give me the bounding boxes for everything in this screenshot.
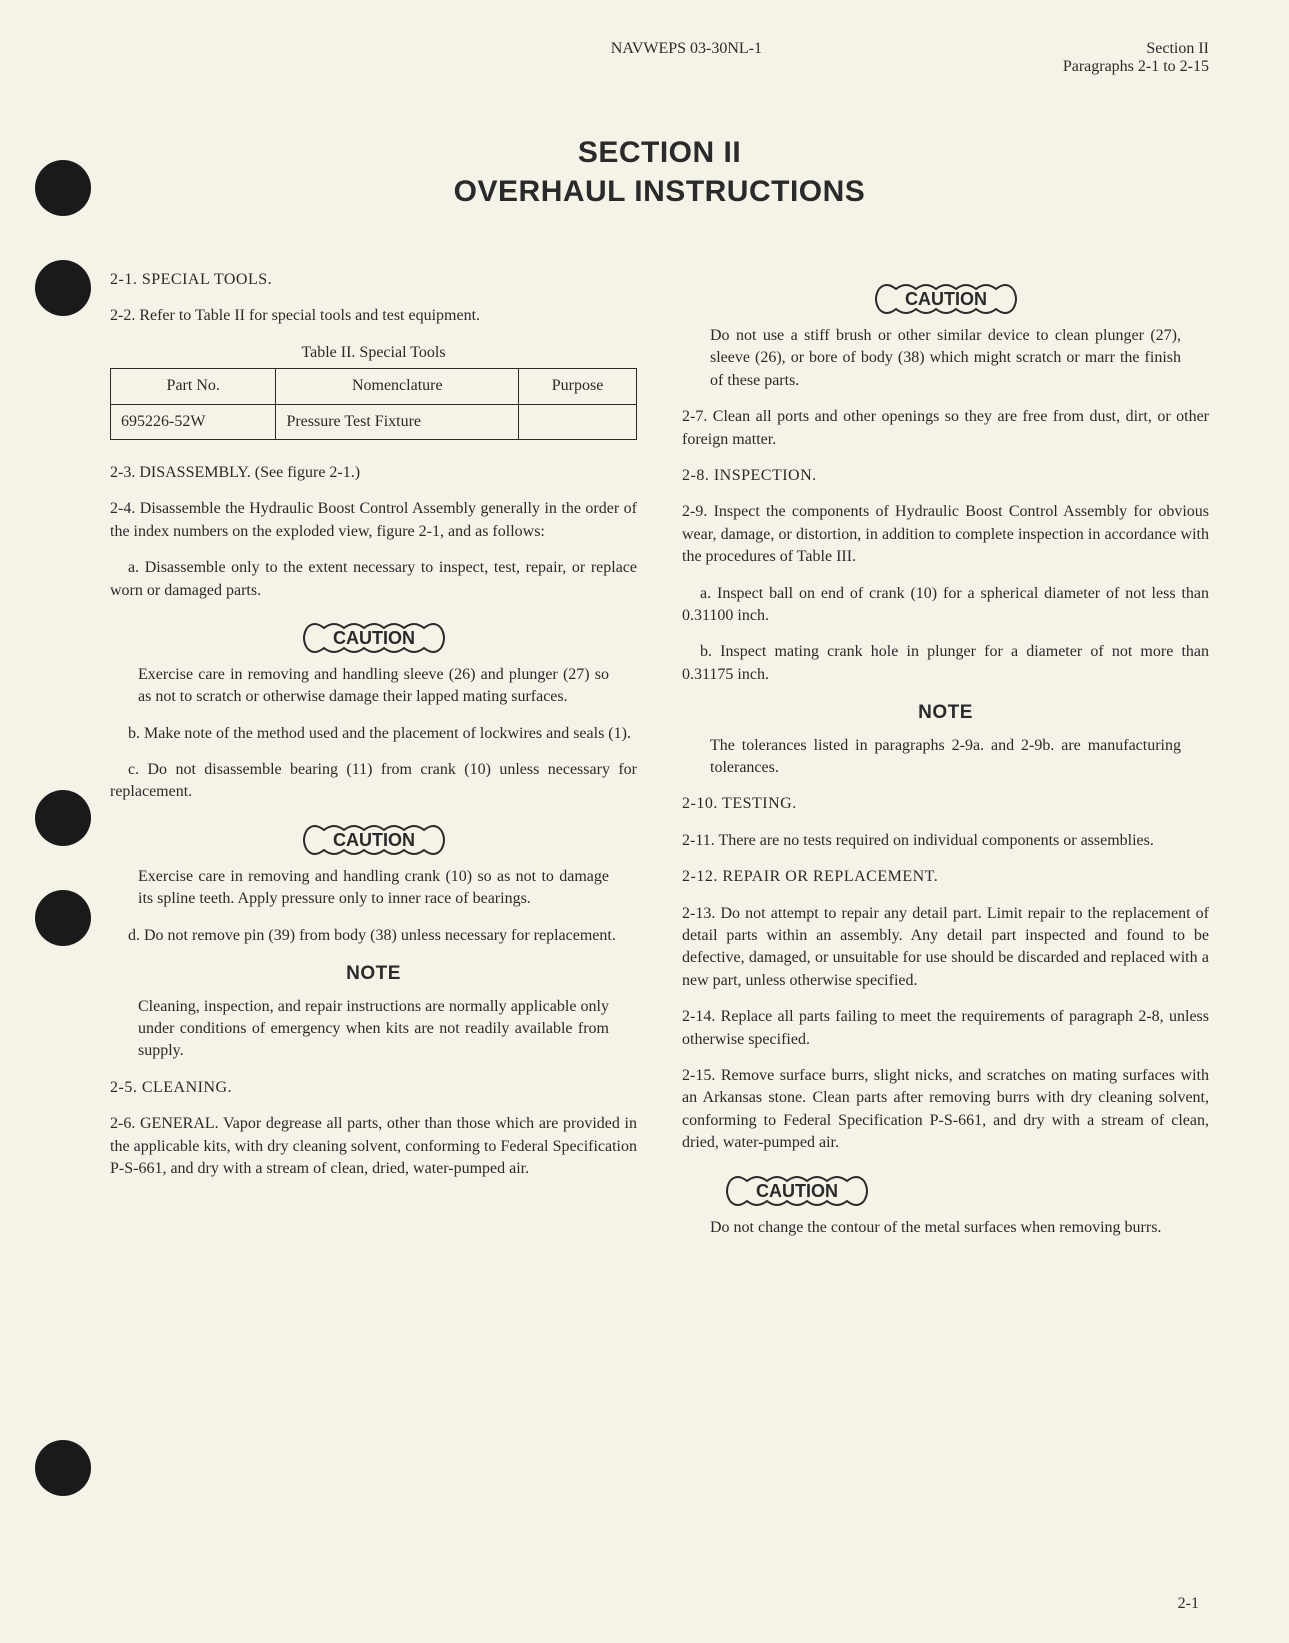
left-column: 2-1. SPECIAL TOOLS. 2-2. Refer to Table … [110, 269, 637, 1253]
heading-2-3: 2-3. DISASSEMBLY. (See figure 2-1.) [110, 462, 637, 484]
caution-icon: CAUTION [299, 616, 449, 660]
header-right: Section II Paragraphs 2-1 to 2-15 [1063, 40, 1209, 76]
page-header: NAVWEPS 03-30NL-1 Section II Paragraphs … [110, 40, 1209, 76]
content-columns: 2-1. SPECIAL TOOLS. 2-2. Refer to Table … [110, 269, 1209, 1253]
table-header: Part No. [111, 369, 276, 404]
para-2-9: 2-9. Inspect the components of Hydraulic… [682, 501, 1209, 568]
para-2-9a: a. Inspect ball on end of crank (10) for… [682, 583, 1209, 628]
svg-text:CAUTION: CAUTION [756, 1181, 838, 1201]
right-column: CAUTION Do not use a stiff brush or othe… [682, 269, 1209, 1253]
section-subtitle: OVERHAUL INSTRUCTIONS [110, 175, 1209, 209]
svg-text:CAUTION: CAUTION [905, 289, 987, 309]
special-tools-table: Part No. Nomenclature Purpose 695226-52W… [110, 368, 637, 440]
heading-2-10: 2-10. TESTING. [682, 793, 1209, 815]
header-section: Section II [1063, 40, 1209, 58]
header-paragraphs: Paragraphs 2-1 to 2-15 [1063, 58, 1209, 76]
heading-2-12: 2-12. REPAIR OR REPLACEMENT. [682, 866, 1209, 888]
table-header: Nomenclature [276, 369, 519, 404]
table-row: 695226-52W Pressure Test Fixture [111, 404, 637, 439]
binder-hole [35, 890, 91, 946]
para-2-7: 2-7. Clean all ports and other openings … [682, 406, 1209, 451]
binder-hole [35, 260, 91, 316]
binder-hole [35, 790, 91, 846]
page-number: 2-1 [1178, 1595, 1199, 1613]
caution-text-4: Do not change the contour of the metal s… [682, 1217, 1209, 1239]
para-2-2: 2-2. Refer to Table II for special tools… [110, 305, 637, 327]
caution-icon: CAUTION [722, 1169, 872, 1213]
para-2-4d: d. Do not remove pin (39) from body (38)… [110, 925, 637, 947]
table-caption: Table II. Special Tools [110, 342, 637, 364]
para-2-15: 2-15. Remove surface burrs, slight nicks… [682, 1065, 1209, 1155]
para-2-4: 2-4. Disassemble the Hydraulic Boost Con… [110, 498, 637, 543]
binder-hole [35, 1440, 91, 1496]
note-text-1: Cleaning, inspection, and repair instruc… [110, 996, 637, 1063]
heading-2-1: 2-1. SPECIAL TOOLS. [110, 269, 637, 291]
table-cell: 695226-52W [111, 404, 276, 439]
note-heading: NOTE [682, 700, 1209, 727]
header-center: NAVWEPS 03-30NL-1 [310, 40, 1063, 76]
para-2-4b: b. Make note of the method used and the … [110, 723, 637, 745]
note-heading: NOTE [110, 961, 637, 988]
table-header-row: Part No. Nomenclature Purpose [111, 369, 637, 404]
svg-text:CAUTION: CAUTION [333, 830, 415, 850]
para-2-4c: c. Do not disassemble bearing (11) from … [110, 759, 637, 804]
table-cell [519, 404, 637, 439]
para-2-9b: b. Inspect mating crank hole in plunger … [682, 641, 1209, 686]
section-title: SECTION II [110, 136, 1209, 170]
heading-2-5: 2-5. CLEANING. [110, 1077, 637, 1099]
para-2-4a: a. Disassemble only to the extent necess… [110, 557, 637, 602]
caution-text-1: Exercise care in removing and handling s… [110, 664, 637, 709]
para-2-13: 2-13. Do not attempt to repair any detai… [682, 903, 1209, 993]
table-header: Purpose [519, 369, 637, 404]
table-cell: Pressure Test Fixture [276, 404, 519, 439]
caution-text-2: Exercise care in removing and handling c… [110, 866, 637, 911]
caution-icon: CAUTION [299, 818, 449, 862]
caution-text-3: Do not use a stiff brush or other simila… [682, 325, 1209, 392]
para-2-11: 2-11. There are no tests required on ind… [682, 830, 1209, 852]
svg-text:CAUTION: CAUTION [333, 628, 415, 648]
para-2-6: 2-6. GENERAL. Vapor degrease all parts, … [110, 1113, 637, 1180]
para-2-14: 2-14. Replace all parts failing to meet … [682, 1006, 1209, 1051]
note-text-2: The tolerances listed in paragraphs 2-9a… [682, 735, 1209, 780]
heading-2-8: 2-8. INSPECTION. [682, 465, 1209, 487]
binder-hole [35, 160, 91, 216]
caution-icon: CAUTION [871, 277, 1021, 321]
